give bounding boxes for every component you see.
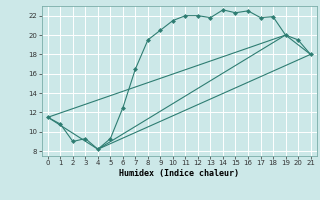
X-axis label: Humidex (Indice chaleur): Humidex (Indice chaleur) bbox=[119, 169, 239, 178]
